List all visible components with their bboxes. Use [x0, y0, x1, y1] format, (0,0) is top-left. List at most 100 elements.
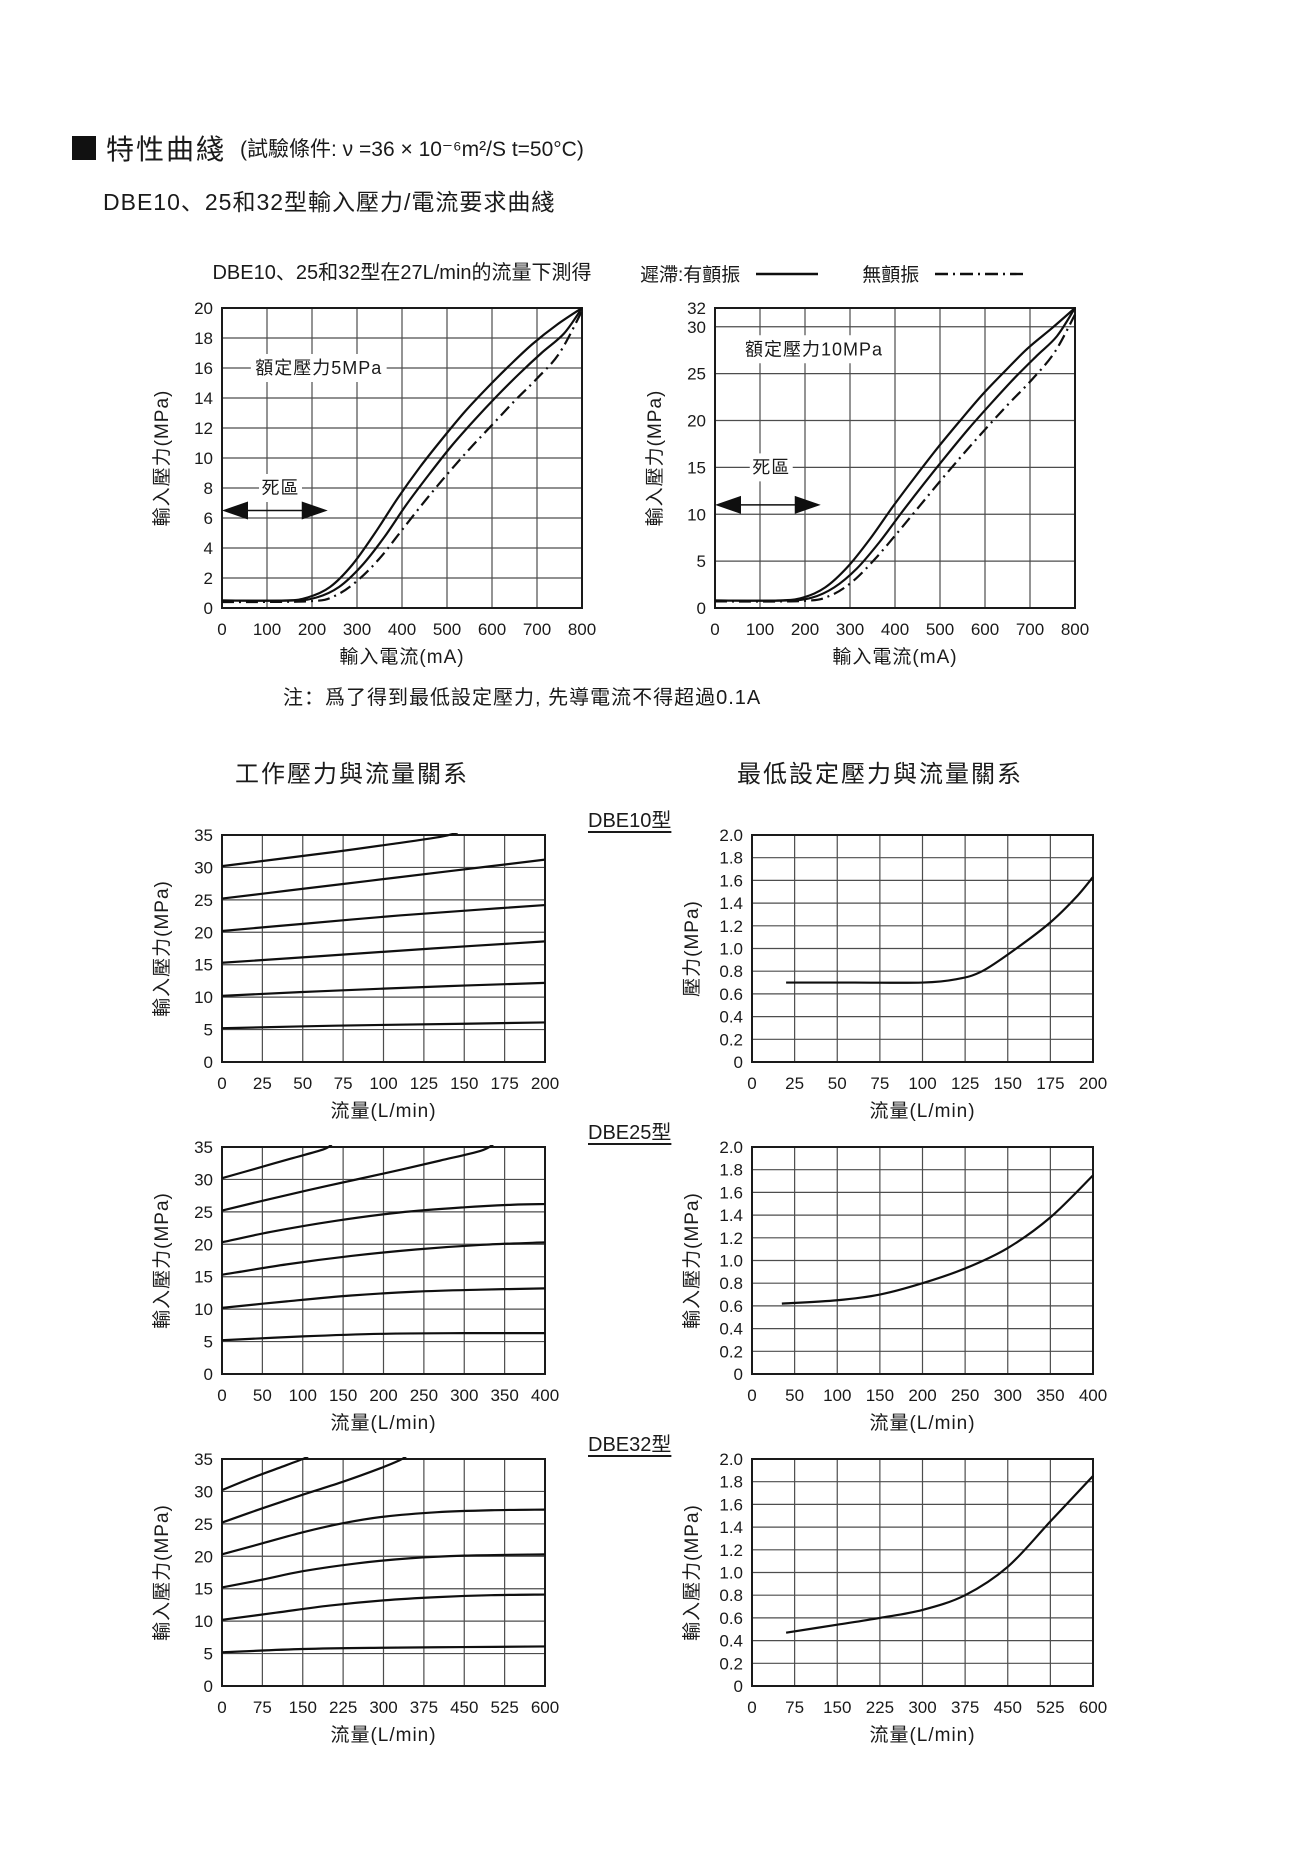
- svg-text:150: 150: [866, 1386, 894, 1405]
- svg-text:0.2: 0.2: [719, 1654, 743, 1673]
- svg-text:200: 200: [369, 1386, 397, 1405]
- svg-text:525: 525: [1036, 1698, 1064, 1717]
- svg-text:0: 0: [697, 599, 706, 618]
- svg-text:30: 30: [687, 318, 706, 337]
- svg-text:輸入壓力(MPa): 輸入壓力(MPa): [151, 880, 173, 1017]
- svg-text:25: 25: [194, 891, 213, 910]
- svg-text:10: 10: [687, 505, 706, 524]
- svg-text:0: 0: [217, 1074, 226, 1093]
- chart-a-title: DBE10、25和32型在27L/min的流量下測得: [212, 262, 592, 284]
- svg-text:30: 30: [194, 858, 213, 877]
- svg-text:0.6: 0.6: [719, 1297, 743, 1316]
- svg-text:600: 600: [1079, 1698, 1107, 1717]
- svg-text:6: 6: [204, 509, 213, 528]
- svg-text:10: 10: [194, 1612, 213, 1631]
- svg-text:250: 250: [951, 1386, 979, 1405]
- svg-text:20: 20: [194, 923, 213, 942]
- svg-text:200: 200: [298, 620, 326, 639]
- svg-text:500: 500: [433, 620, 461, 639]
- page-title: 特性曲綫: [106, 134, 227, 165]
- chart-svg-dbe32-working: 0 75 150 225 300 375 450 525 600 0 5 10 15 20 25 30 35 流量…: [151, 1450, 559, 1746]
- note-text: 注：爲了得到最低設定壓力, 先導電流不得超過0.1A: [283, 687, 762, 709]
- svg-text:300: 300: [450, 1386, 478, 1405]
- svg-text:15: 15: [194, 1580, 213, 1599]
- svg-text:300: 300: [369, 1698, 397, 1717]
- svg-text:175: 175: [1036, 1074, 1064, 1093]
- svg-text:12: 12: [194, 419, 213, 438]
- svg-text:400: 400: [881, 620, 909, 639]
- group-label-dbe25: DBE25型: [588, 1122, 672, 1144]
- hysteresis-legend: 遲滯:有顫振 無顫振: [640, 260, 1025, 287]
- svg-text:35: 35: [194, 1450, 213, 1469]
- svg-text:400: 400: [1079, 1386, 1107, 1405]
- svg-text:0: 0: [204, 1677, 213, 1696]
- svg-text:150: 150: [994, 1074, 1022, 1093]
- chart-dbe25-working-pressure: 0 50 100 150 200 250 300 350 400 0 5 10 15 20 25 30 35 流量…: [144, 1133, 559, 1448]
- svg-text:10: 10: [194, 1300, 213, 1319]
- svg-text:150: 150: [823, 1698, 851, 1717]
- svg-text:15: 15: [194, 1268, 213, 1287]
- chart-svg-dbe25-working: 0 50 100 150 200 250 300 350 400 0 5 10 15 20 25 30 35 流量…: [151, 1138, 559, 1434]
- chart-dbe32-working-pressure: 0 75 150 225 300 375 450 525 600 0 5 10 15 20 25 30 35 流量…: [144, 1445, 559, 1760]
- svg-text:0: 0: [734, 1365, 743, 1384]
- svg-text:4: 4: [204, 539, 213, 558]
- svg-text:2.0: 2.0: [719, 1450, 743, 1469]
- svg-text:10: 10: [194, 449, 213, 468]
- svg-text:輸入壓力(MPa): 輸入壓力(MPa): [151, 390, 173, 527]
- legend-with-dither-label: 遲滯:有顫振: [640, 265, 741, 286]
- svg-text:375: 375: [410, 1698, 438, 1717]
- svg-text:0: 0: [217, 1698, 226, 1717]
- svg-text:1.2: 1.2: [719, 1541, 743, 1560]
- svg-text:死區: 死區: [262, 478, 300, 498]
- svg-text:1.2: 1.2: [719, 917, 743, 936]
- svg-text:20: 20: [194, 1235, 213, 1254]
- svg-text:50: 50: [828, 1074, 847, 1093]
- svg-text:525: 525: [490, 1698, 518, 1717]
- solid-line-sample-icon: [756, 272, 819, 275]
- svg-text:0: 0: [204, 1365, 213, 1384]
- svg-text:5: 5: [697, 552, 706, 571]
- svg-text:20: 20: [687, 412, 706, 431]
- svg-text:125: 125: [951, 1074, 979, 1093]
- svg-text:0: 0: [734, 1053, 743, 1072]
- chart-svg-dbe32-minset: 0 75 150 225 300 375 450 525 600 0 0.2 0.4 0.6 0.8 1.0…: [681, 1450, 1107, 1746]
- svg-text:流量(L/min): 流量(L/min): [330, 1412, 436, 1434]
- svg-text:18: 18: [194, 329, 213, 348]
- svg-text:1.0: 1.0: [719, 940, 743, 959]
- svg-text:0.6: 0.6: [719, 985, 743, 1004]
- svg-text:225: 225: [866, 1698, 894, 1717]
- svg-text:10: 10: [194, 988, 213, 1007]
- svg-text:0.4: 0.4: [719, 1008, 743, 1027]
- svg-text:1.6: 1.6: [719, 1183, 743, 1202]
- svg-text:輸入電流(mA): 輸入電流(mA): [832, 646, 957, 668]
- svg-text:0.6: 0.6: [719, 1609, 743, 1628]
- svg-text:0.8: 0.8: [719, 1274, 743, 1293]
- svg-text:15: 15: [194, 956, 213, 975]
- svg-text:100: 100: [253, 620, 281, 639]
- svg-text:8: 8: [204, 479, 213, 498]
- chart-dbe32-min-set-pressure: 0 75 150 225 300 375 450 525 600 0 0.2 0.4 0.6 0.8 1.0…: [674, 1445, 1107, 1760]
- svg-text:400: 400: [388, 620, 416, 639]
- svg-text:32: 32: [687, 299, 706, 318]
- chart-svg-dbe25-minset: 0 50 100 150 200 250 300 350 400 0 0.2 0.4 0.6 0.8 1.0…: [681, 1138, 1107, 1434]
- svg-text:5: 5: [204, 1021, 213, 1040]
- svg-text:20: 20: [194, 1547, 213, 1566]
- svg-text:450: 450: [994, 1698, 1022, 1717]
- svg-text:50: 50: [293, 1074, 312, 1093]
- svg-text:25: 25: [194, 1515, 213, 1534]
- svg-text:流量(L/min): 流量(L/min): [869, 1724, 975, 1746]
- svg-text:流量(L/min): 流量(L/min): [869, 1100, 975, 1122]
- svg-text:0.2: 0.2: [719, 1030, 743, 1049]
- svg-text:0.4: 0.4: [719, 1320, 743, 1339]
- svg-text:25: 25: [785, 1074, 804, 1093]
- svg-text:0.8: 0.8: [719, 1586, 743, 1605]
- svg-text:額定壓力5MPa: 額定壓力5MPa: [255, 358, 382, 378]
- svg-text:25: 25: [253, 1074, 272, 1093]
- svg-text:0.8: 0.8: [719, 962, 743, 981]
- svg-text:600: 600: [971, 620, 999, 639]
- svg-text:2.0: 2.0: [719, 1138, 743, 1157]
- svg-text:2.0: 2.0: [719, 826, 743, 845]
- chart-dbe25-min-set-pressure: 0 50 100 150 200 250 300 350 400 0 0.2 0.4 0.6 0.8 1.0…: [674, 1133, 1107, 1448]
- svg-text:450: 450: [450, 1698, 478, 1717]
- svg-text:0: 0: [204, 1053, 213, 1072]
